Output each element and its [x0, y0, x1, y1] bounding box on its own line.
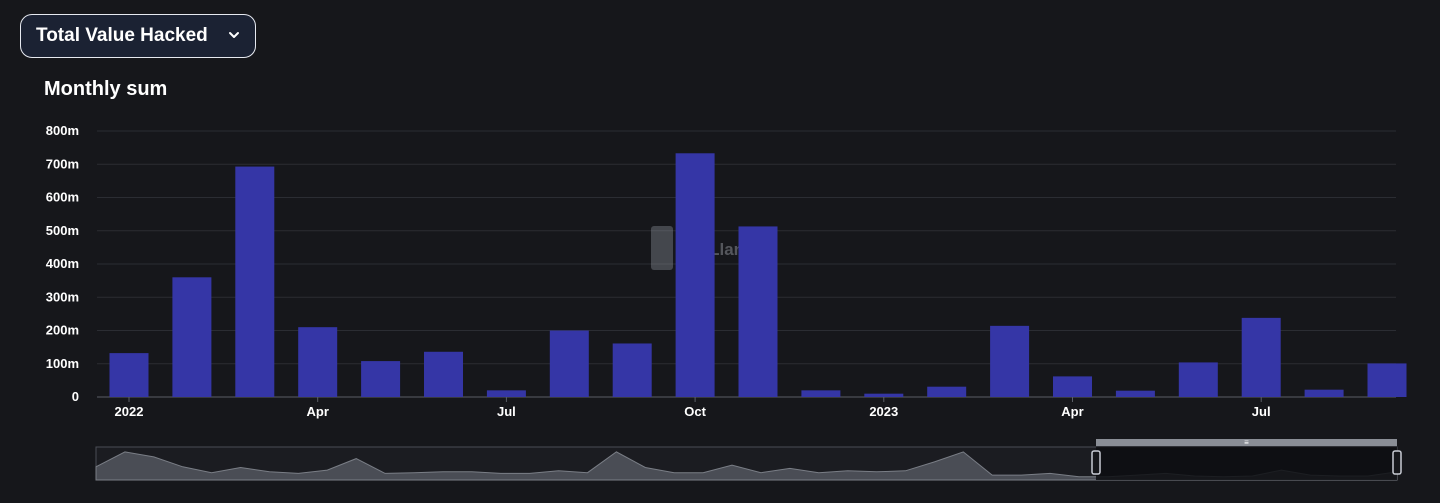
bar-2022-11[interactable] [738, 226, 778, 397]
zoom-handle-left[interactable] [1091, 450, 1101, 475]
chevron-down-icon [229, 32, 239, 38]
y-tick-label: 100m [46, 356, 79, 371]
zoom-overview[interactable]: ≡ [95, 438, 1402, 481]
chart-title: Monthly sum [44, 78, 168, 100]
bar-2022-03[interactable] [235, 166, 275, 397]
x-tick-label: Jul [1252, 404, 1271, 419]
zoom-handle-right[interactable] [1392, 450, 1402, 475]
drag-grip-icon: ≡ [1244, 438, 1249, 447]
x-tick-label: Jul [497, 404, 516, 419]
bar-2022-06[interactable] [424, 351, 463, 397]
y-tick-label: 600m [46, 190, 79, 205]
bar-2023-03[interactable] [990, 325, 1030, 397]
bar-2022-10[interactable] [675, 153, 715, 397]
watermark-logo-icon [651, 226, 673, 270]
x-tick-label: Apr [1061, 404, 1083, 419]
bar-2022-05[interactable] [361, 361, 401, 397]
bar-2023-04[interactable] [1053, 376, 1092, 397]
bar-2023-01[interactable] [864, 393, 904, 397]
zoom-window[interactable] [1096, 447, 1397, 480]
bar-2022-02[interactable] [172, 277, 212, 397]
y-tick-label: 700m [46, 156, 79, 171]
bar-2022-04[interactable] [298, 327, 338, 397]
bar-2022-12[interactable] [801, 390, 841, 397]
y-tick-label: 0 [72, 389, 79, 404]
metric-selector[interactable]: Total Value Hacked [20, 14, 256, 58]
bar-2023-02[interactable] [927, 386, 967, 397]
bar-2022-07[interactable] [486, 390, 526, 397]
zoom-drag-bar[interactable] [1096, 439, 1397, 446]
bar-2022-01[interactable] [109, 353, 149, 397]
y-tick-label: 200m [46, 323, 79, 338]
bar-2023-09[interactable] [1367, 363, 1407, 397]
x-tick-label: Oct [684, 404, 706, 419]
bar-2023-06[interactable] [1178, 362, 1218, 397]
bar-2023-07[interactable] [1241, 317, 1281, 397]
x-tick-label: Apr [307, 404, 329, 419]
y-tick-label: 400m [46, 256, 79, 271]
y-tick-label: 300m [46, 289, 79, 304]
x-tick-label: 2023 [869, 404, 898, 419]
metric-selector-label: Total Value Hacked [36, 25, 208, 46]
y-tick-label: 800m [46, 123, 79, 138]
y-tick-label: 500m [46, 223, 79, 238]
bar-2023-08[interactable] [1304, 389, 1344, 397]
bar-2023-05[interactable] [1115, 390, 1155, 397]
bar-2022-09[interactable] [612, 343, 652, 397]
bar-2022-08[interactable] [549, 330, 589, 398]
x-tick-label: 2022 [115, 404, 144, 419]
